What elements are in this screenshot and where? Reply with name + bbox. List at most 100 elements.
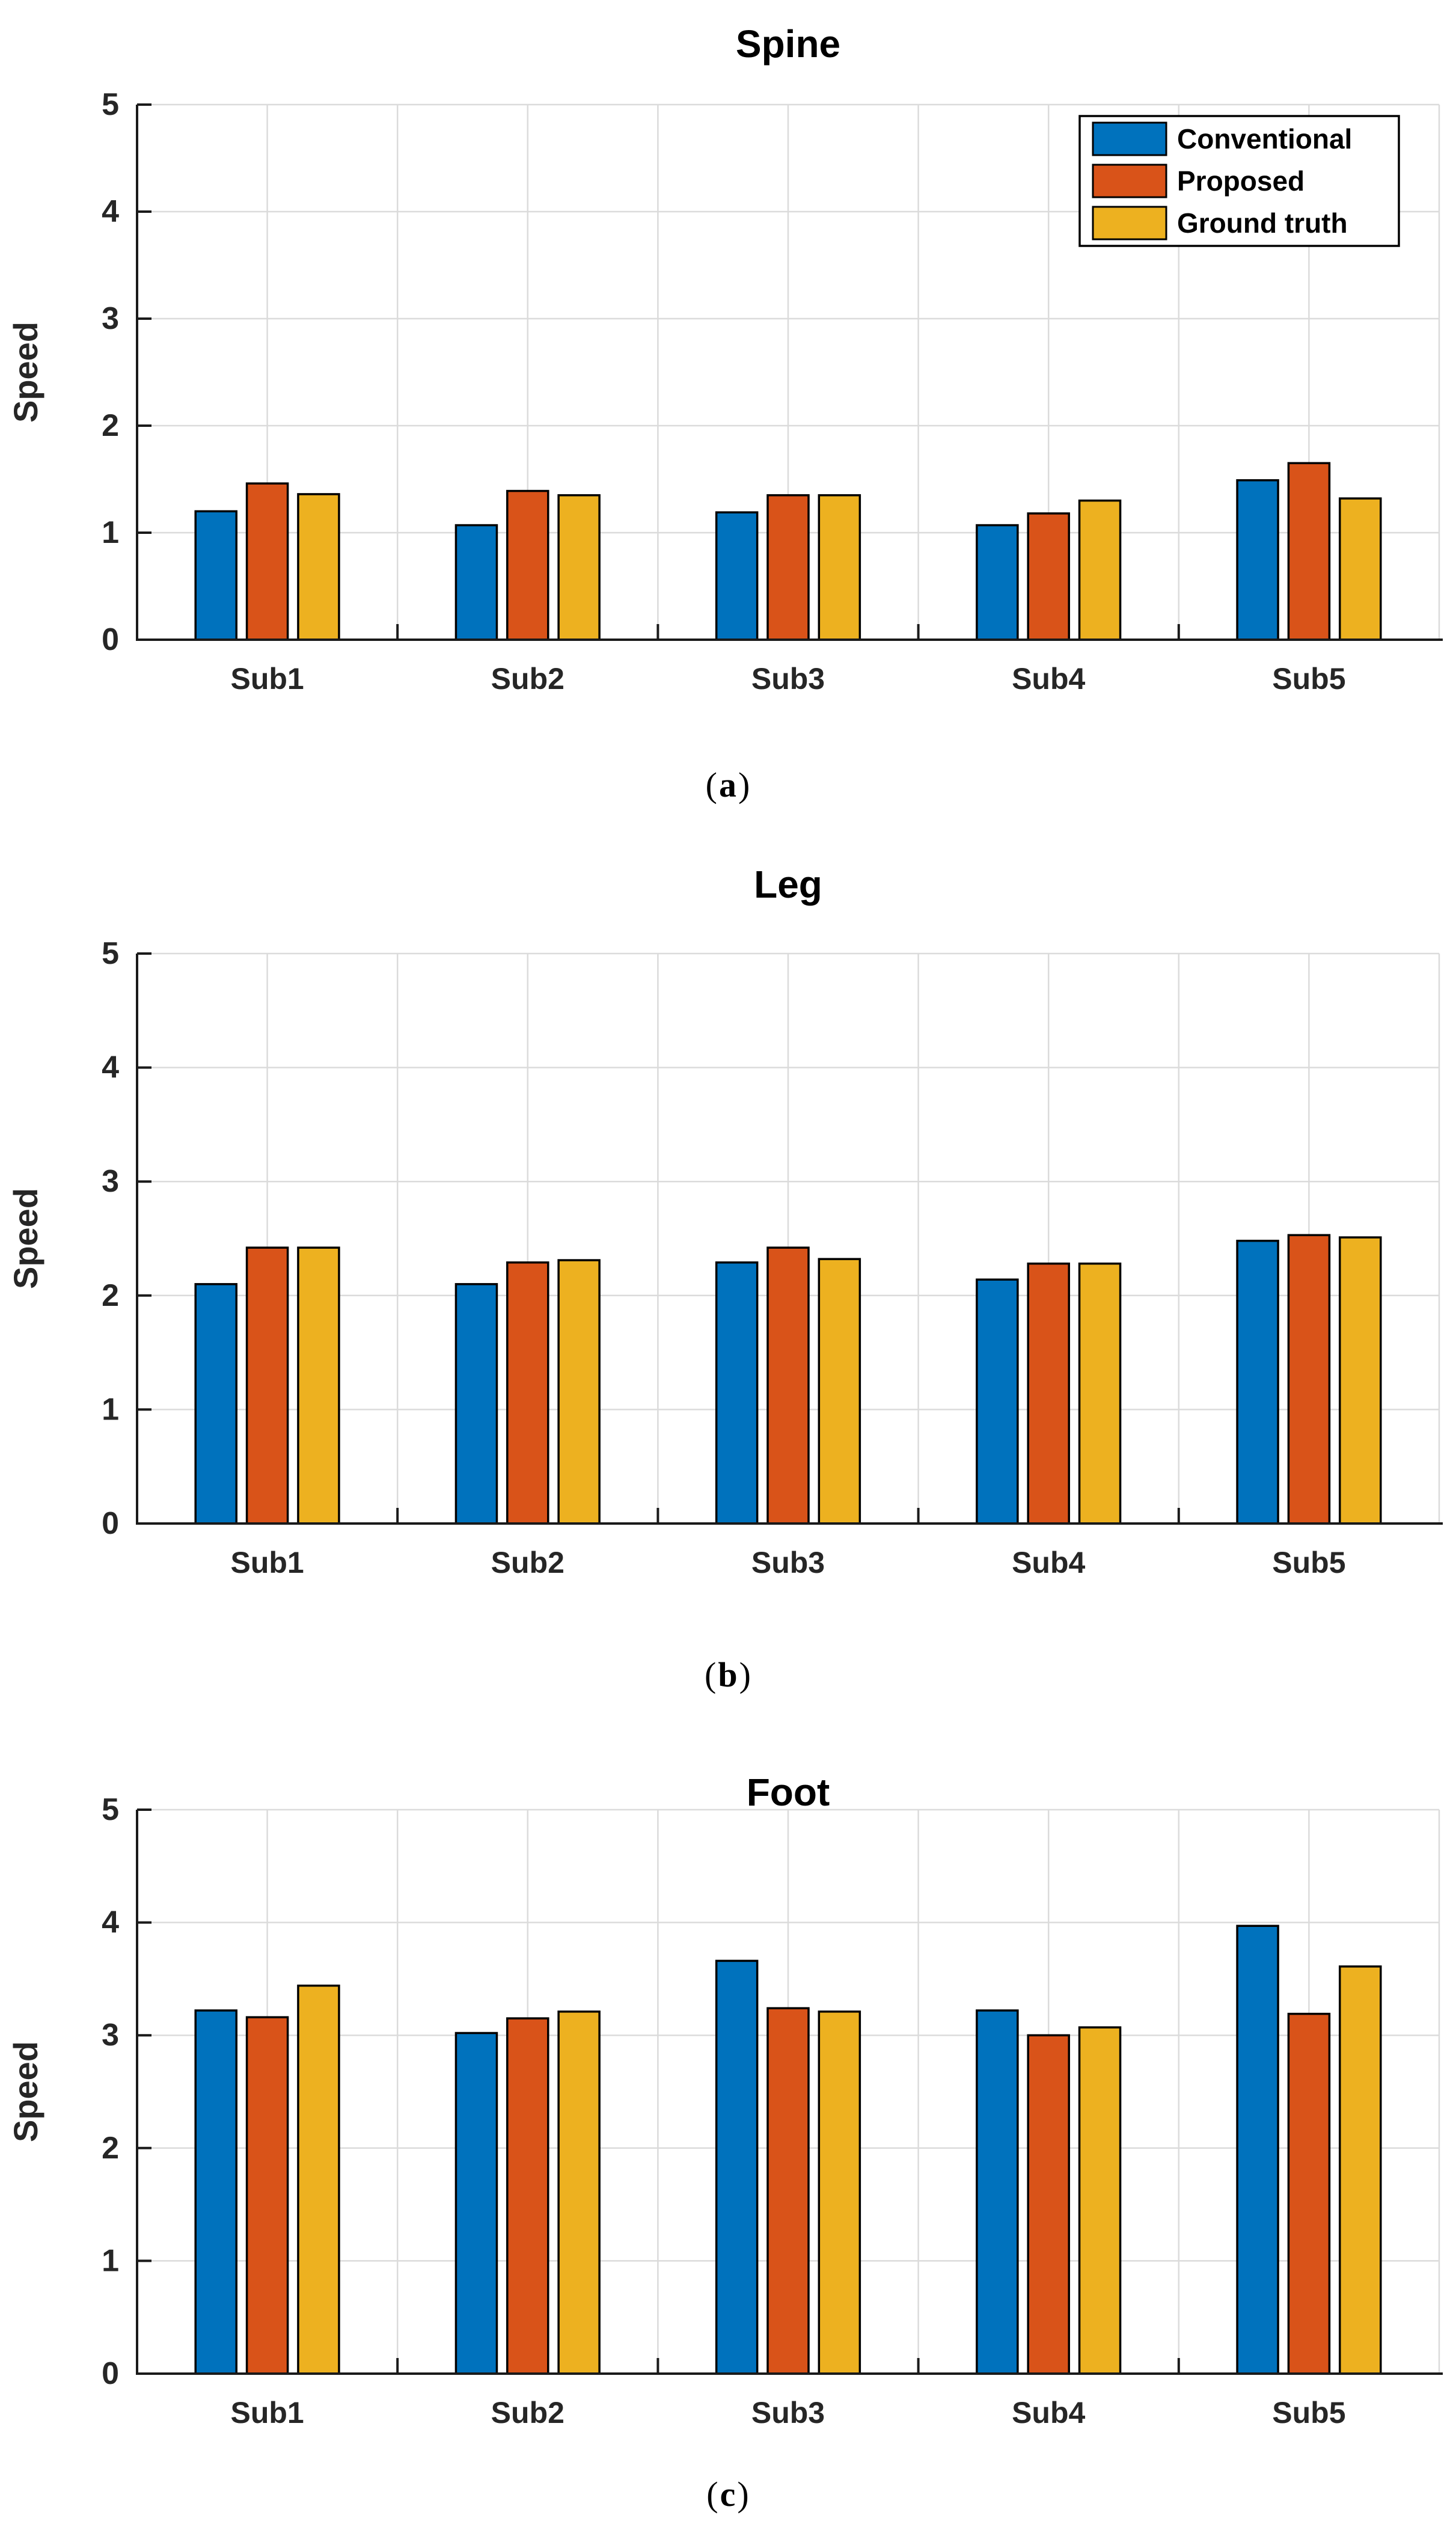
caption-letter: b	[718, 1655, 738, 1694]
bar-proposed	[1027, 512, 1070, 641]
bar-proposed	[245, 482, 289, 641]
caption-close-paren: )	[738, 765, 751, 804]
legend-label: Proposed	[1177, 165, 1305, 197]
bar-proposed	[766, 494, 810, 641]
y-tick-label: 2	[102, 408, 119, 443]
bar-conventional	[976, 2009, 1019, 2375]
legend-label: Ground truth	[1177, 207, 1348, 239]
bar-ground-truth	[557, 1259, 601, 1525]
bar-proposed	[1287, 1234, 1331, 1525]
y-tick-label: 5	[102, 1792, 119, 1827]
bar-conventional	[194, 2009, 238, 2375]
chart-title: Foot	[747, 1771, 830, 1814]
bar-conventional	[194, 1283, 238, 1525]
bar-ground-truth	[297, 1246, 340, 1525]
bar-conventional	[1236, 1240, 1279, 1525]
subfig-caption-a: (a)	[0, 733, 1456, 836]
chart-section-foot: 0 1 2 3 4 5 Sub1 Sub2 Sub3 Sub4 Sub5 Speed Foot (c)	[0, 1726, 1456, 2545]
caption-open-paren: (	[706, 2474, 719, 2514]
y-tick-label: 3	[102, 2018, 119, 2053]
y-tick-label: 0	[102, 622, 119, 657]
y-tick-label: 2	[102, 1278, 119, 1313]
x-tick-label: Sub1	[230, 662, 304, 696]
y-axis-label: Speed	[7, 322, 44, 423]
bar-proposed	[506, 2017, 549, 2375]
bar-ground-truth	[1338, 1236, 1382, 1525]
bar-proposed	[245, 2016, 289, 2375]
y-tick-label: 4	[102, 1050, 119, 1085]
bar-proposed	[1027, 2034, 1070, 2375]
x-tick-label: Sub4	[1012, 2396, 1085, 2430]
y-tick-label: 5	[102, 87, 119, 122]
bar-conventional	[715, 511, 759, 641]
x-tick-label: Sub4	[1012, 662, 1085, 696]
bar-proposed	[1287, 2012, 1331, 2375]
x-tick-label: Sub2	[491, 2396, 564, 2430]
bar-conventional	[715, 1261, 759, 1525]
caption-letter: c	[720, 2474, 736, 2514]
bar-proposed	[1287, 462, 1331, 641]
bar-ground-truth	[818, 494, 861, 641]
bar-conventional	[454, 2032, 498, 2375]
bar-ground-truth	[557, 2011, 601, 2375]
bar-ground-truth	[1338, 1965, 1382, 2375]
bar-proposed	[245, 1246, 289, 1525]
y-axis-label: Speed	[7, 1188, 44, 1289]
legend: Conventional Proposed Ground truth	[1078, 115, 1400, 247]
x-tick-label: Sub3	[751, 662, 825, 696]
bar-proposed	[506, 1261, 549, 1525]
y-tick-label: 2	[102, 2131, 119, 2166]
y-tick-label: 3	[102, 1164, 119, 1199]
legend-swatch-proposed	[1092, 164, 1167, 198]
y-axis-label: Speed	[7, 2041, 44, 2142]
bar-conventional	[976, 524, 1019, 641]
x-tick-label: Sub3	[751, 1546, 825, 1579]
x-tick-label: Sub1	[230, 1546, 304, 1579]
bar-conventional	[1236, 479, 1279, 641]
subfig-caption-b: (b)	[0, 1623, 1456, 1726]
bar-proposed	[506, 489, 549, 641]
y-tick-label: 5	[102, 936, 119, 971]
chart-title: Leg	[754, 863, 822, 906]
bar-ground-truth	[1338, 497, 1382, 641]
chart-section-leg: 0 1 2 3 4 5 Sub1 Sub2 Sub3 Sub4 Sub5 Speed Leg (b)	[0, 836, 1456, 1726]
x-tick-label: Sub3	[751, 2396, 825, 2430]
bar-ground-truth	[297, 1984, 340, 2375]
bar-conventional	[715, 1959, 759, 2375]
x-tick-label: Sub5	[1272, 1546, 1345, 1579]
bar-proposed	[766, 2007, 810, 2375]
y-tick-label: 1	[102, 515, 119, 550]
chart-section-spine: 0 1 2 3 4 5 Sub1 Sub2 Sub3 Sub4 Sub5 Speed Spine Conv…	[0, 0, 1456, 836]
legend-label: Conventional	[1177, 123, 1352, 155]
x-tick-label: Sub5	[1272, 2396, 1345, 2430]
bar-ground-truth	[1078, 1262, 1122, 1525]
bar-ground-truth	[1078, 499, 1122, 641]
bar-ground-truth	[818, 2011, 861, 2375]
foot-bar-chart: 0 1 2 3 4 5 Sub1 Sub2 Sub3 Sub4 Sub5 Speed Foot	[0, 1726, 1456, 2443]
caption-open-paren: (	[705, 1655, 717, 1694]
x-tick-label: Sub2	[491, 662, 564, 696]
bar-conventional	[194, 510, 238, 641]
y-tick-label: 1	[102, 2243, 119, 2278]
x-tick-label: Sub4	[1012, 1546, 1085, 1579]
y-tick-label: 3	[102, 301, 119, 336]
x-tick-label: Sub2	[491, 1546, 564, 1579]
bar-ground-truth	[557, 494, 601, 641]
x-tick-label: Sub1	[230, 2396, 304, 2430]
bar-conventional	[454, 524, 498, 641]
spine-bar-chart: 0 1 2 3 4 5 Sub1 Sub2 Sub3 Sub4 Sub5 Speed Spine Conv…	[0, 0, 1456, 733]
x-tick-label: Sub5	[1272, 662, 1345, 696]
bar-ground-truth	[818, 1258, 861, 1525]
caption-open-paren: (	[705, 765, 718, 804]
caption-close-paren: )	[737, 2474, 750, 2514]
leg-bar-chart: 0 1 2 3 4 5 Sub1 Sub2 Sub3 Sub4 Sub5 Speed Leg	[0, 836, 1456, 1623]
subfig-caption-c: (c)	[0, 2443, 1456, 2545]
y-tick-label: 0	[102, 2356, 119, 2391]
bar-conventional	[454, 1283, 498, 1525]
bar-conventional	[976, 1278, 1019, 1525]
legend-swatch-conventional	[1092, 121, 1167, 156]
bar-ground-truth	[1078, 2026, 1122, 2375]
bar-proposed	[766, 1246, 810, 1525]
y-tick-label: 4	[102, 1905, 119, 1940]
